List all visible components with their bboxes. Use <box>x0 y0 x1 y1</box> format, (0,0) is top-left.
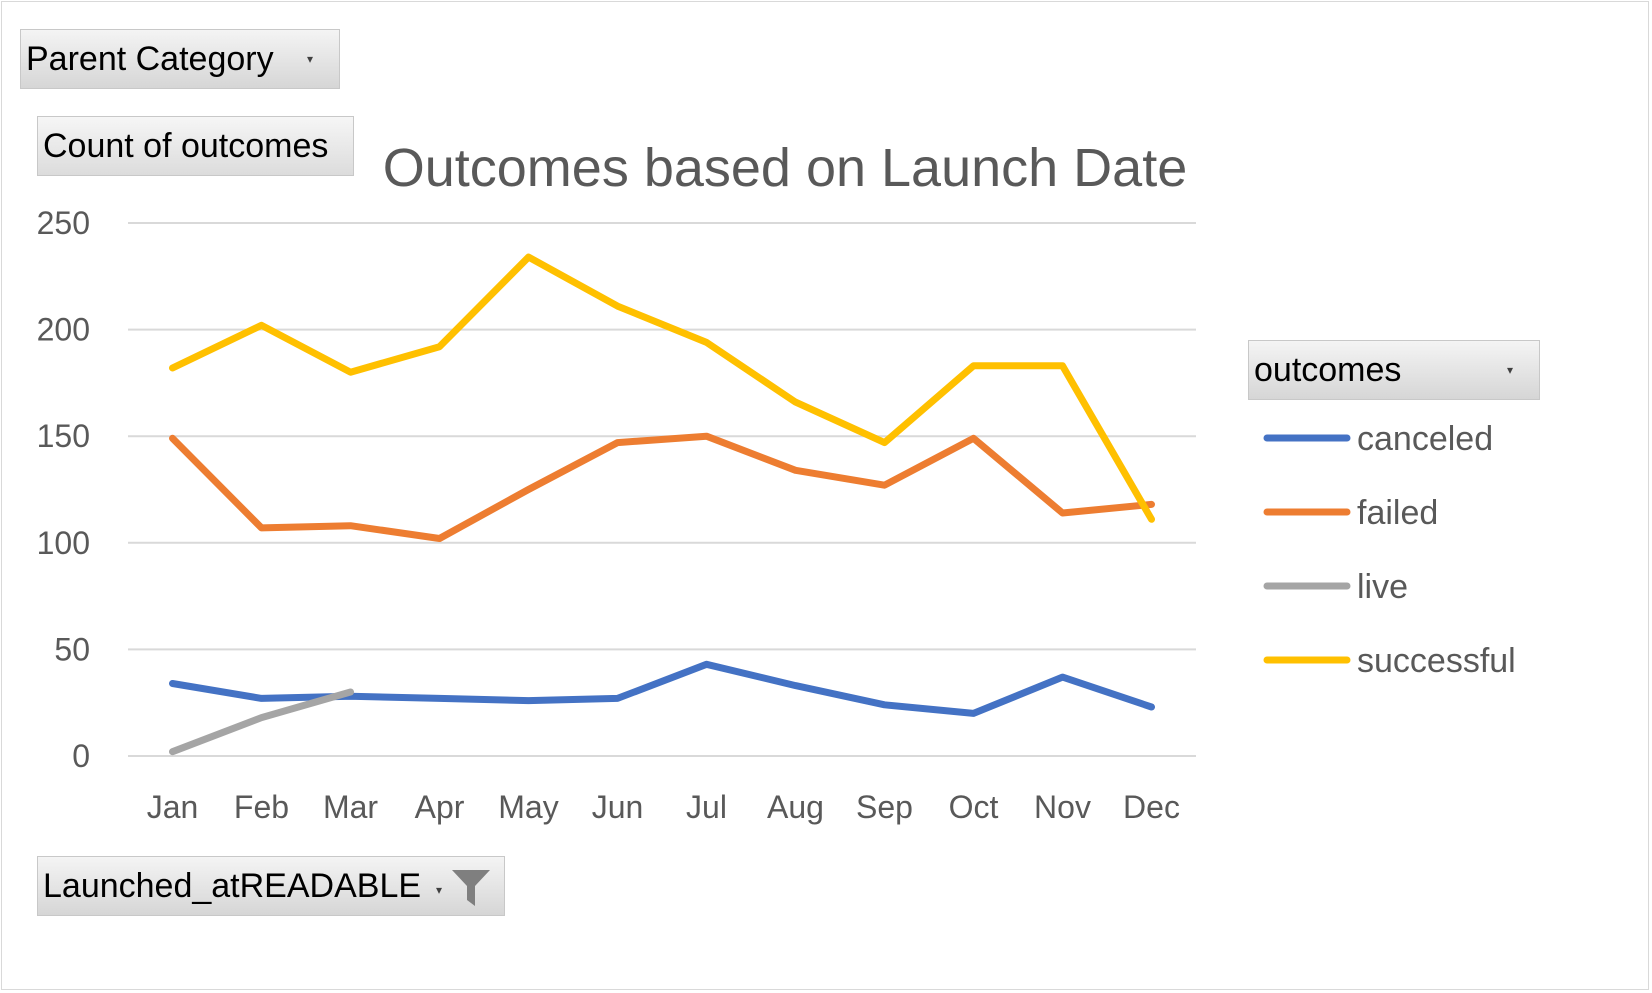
legend-label-successful: successful <box>1357 642 1516 680</box>
parent-category-filter-button[interactable]: Parent Category ▾ <box>20 29 340 89</box>
filter-icon <box>452 870 490 906</box>
chevron-down-icon: ▾ <box>307 52 314 66</box>
y-tick-label: 200 <box>37 312 90 348</box>
x-tick-label: Mar <box>323 789 378 825</box>
x-tick-label: Oct <box>949 789 999 825</box>
series-line-failed <box>169 432 1155 542</box>
y-tick-label: 50 <box>54 631 90 667</box>
y-tick-label: 250 <box>37 205 90 241</box>
x-tick-label: Nov <box>1034 789 1091 825</box>
y-tick-label: 150 <box>37 418 90 454</box>
axis-field-button[interactable]: Launched_atREADABLE ▾ <box>37 856 505 916</box>
legend-label-failed: failed <box>1357 494 1438 532</box>
chart-title: Outcomes based on Launch Date <box>383 138 1188 198</box>
series-lines <box>169 253 1155 756</box>
x-tick-label: Jan <box>147 789 199 825</box>
series-line-canceled <box>169 660 1155 717</box>
legend-label-canceled: canceled <box>1357 420 1493 458</box>
series-line-live <box>169 688 354 756</box>
y-tick-label: 100 <box>37 525 90 561</box>
x-tick-label: Jun <box>592 789 644 825</box>
x-tick-label: Sep <box>856 789 913 825</box>
series-line-successful <box>169 253 1155 523</box>
axis-labels: 0 50 100 150 200 250 Jan Feb Mar Apr May Jun Jul Aug S… <box>37 205 1180 825</box>
x-tick-label: May <box>498 789 558 825</box>
legend-field-label: outcomes <box>1254 351 1402 389</box>
axis-field-label: Launched_atREADABLE <box>43 867 422 905</box>
parent-category-label: Parent Category <box>26 40 274 78</box>
legend-field-button[interactable]: outcomes ▾ <box>1248 340 1540 400</box>
chevron-down-icon: ▾ <box>1507 363 1514 377</box>
x-tick-label: Dec <box>1123 789 1180 825</box>
y-tick-label: 0 <box>72 738 90 774</box>
x-tick-label: Aug <box>767 789 824 825</box>
legend-label-live: live <box>1357 568 1408 606</box>
values-field-label: Count of outcomes <box>43 127 329 165</box>
chevron-down-icon: ▾ <box>436 883 443 897</box>
legend: canceled failed live successful <box>1263 420 1516 680</box>
x-tick-label: Apr <box>415 789 465 825</box>
values-field-button[interactable]: Count of outcomes <box>37 116 354 176</box>
x-tick-label: Feb <box>234 789 289 825</box>
x-tick-label: Jul <box>686 789 727 825</box>
